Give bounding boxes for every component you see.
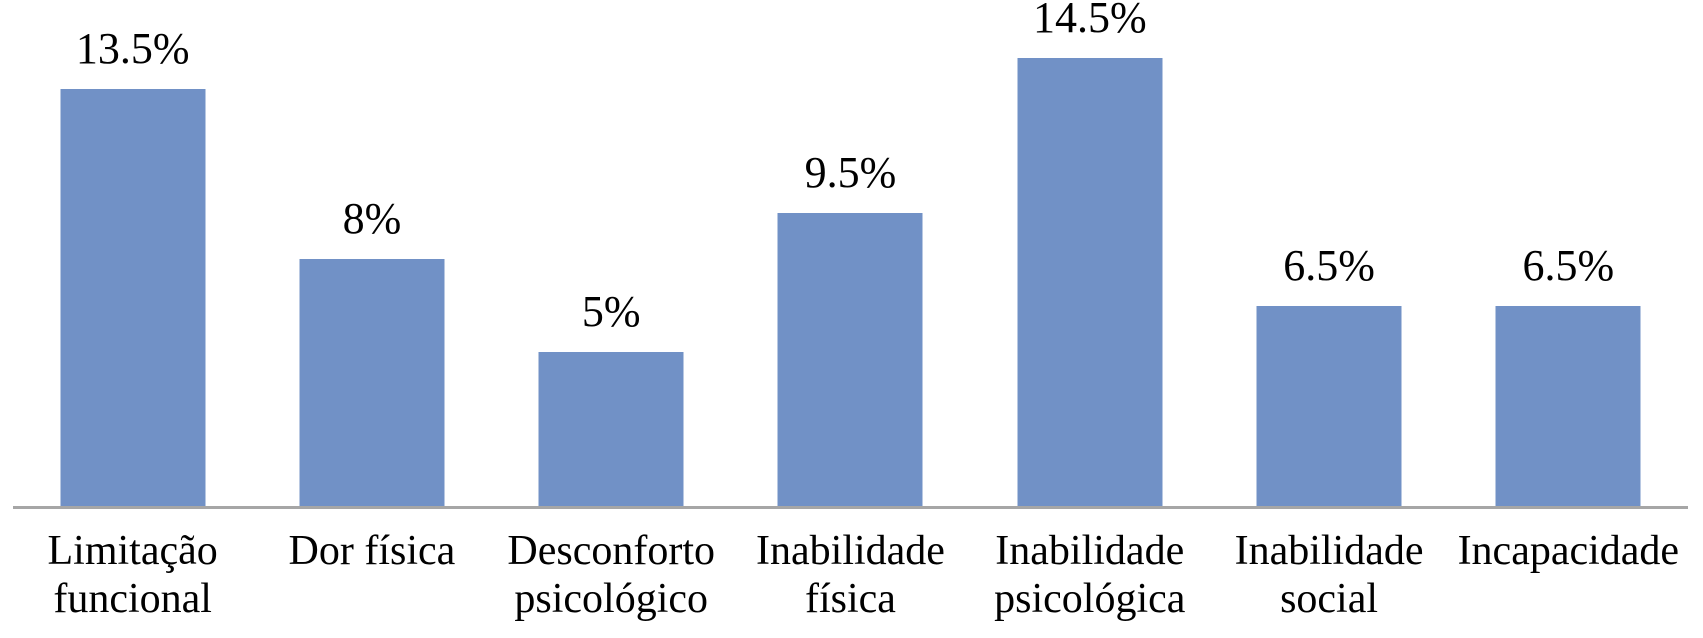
bar-slot: 6.5% [1209,0,1448,507]
category-label: Inabilidade social [1234,528,1424,623]
bar-slot: 5% [492,0,731,507]
bar [1017,57,1163,507]
bar-value-label: 6.5% [1283,240,1375,290]
category-label: Limitação funcional [47,528,218,623]
category-label: Desconforto psicológico [507,528,715,623]
bar-slot: 6.5% [1449,0,1688,507]
bar-value-label: 13.5% [75,23,190,73]
bar-value-label: 8% [342,194,402,243]
category-label: Inabilidade física [756,528,945,623]
plot-area: 13.5% 8% 5% 9.5% 14.5% 6.5% 6.5% [13,0,1688,507]
bar [1495,305,1641,507]
bar-value-label: 5% [581,287,641,336]
bar [60,88,206,507]
bar [299,259,445,507]
category-label: Dor física [288,528,456,574]
bar-slot: 14.5% [970,0,1209,507]
bar-slot: 8% [252,0,491,507]
x-axis-line [13,506,1688,509]
category-axis-labels: Limitação funcional Dor física Desconforto p… [13,527,1688,624]
bar [538,352,684,507]
bar-slot: 9.5% [731,0,970,507]
bar-value-label: 9.5% [804,147,897,197]
category-label: Incapacidade [1457,528,1680,574]
bar-slot: 13.5% [13,0,252,507]
bar [777,212,923,507]
bar [1256,305,1402,507]
bar-value-label: 14.5% [1032,0,1147,42]
bar-value-label: 6.5% [1522,240,1615,290]
category-label: Inabilidade psicológica [994,528,1186,623]
